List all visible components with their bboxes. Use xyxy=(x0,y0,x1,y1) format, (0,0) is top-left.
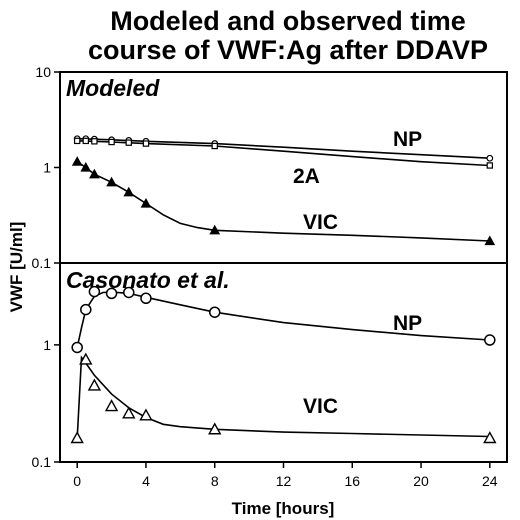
x-axis-title: Time [hours] xyxy=(232,499,335,518)
data-point-panel2-vic-7 xyxy=(483,431,497,444)
data-point-panel2-np-5 xyxy=(140,292,152,305)
data-point-panel2-vic-4 xyxy=(122,406,136,419)
x-tick-label-6: 24 xyxy=(482,473,498,489)
series-line-panel1-2a xyxy=(77,140,490,167)
chart-title-line-2: course of VWF:Ag after DDAVP xyxy=(88,35,488,65)
data-point-panel2-vic-1 xyxy=(79,352,93,365)
data-point-panel2-vic-3 xyxy=(104,399,119,412)
data-point-panel1-2a-0 xyxy=(73,137,81,145)
y-tick-label-panel1-0: 10 xyxy=(35,64,51,80)
data-point-panel1-2a-5 xyxy=(142,140,150,147)
y-tick-label-panel1-2: 0.1 xyxy=(32,255,52,271)
series-line-panel1-np xyxy=(77,138,490,159)
plot-layer: 10 1 0.1 NP 2A VIC 1 0.1 NP VIC 0 4 8 12 16 20 24 xyxy=(32,64,498,489)
data-point-panel1-vic-7 xyxy=(484,235,496,246)
chart-title-line-1: Modeled and observed time xyxy=(110,6,466,36)
series-label-panel1-np: NP xyxy=(393,128,422,151)
data-point-panel1-vic-6 xyxy=(209,224,221,235)
data-point-panel2-vic-2 xyxy=(87,378,102,391)
series-label-panel1-vic: VIC xyxy=(303,211,338,234)
x-tick-label-1: 4 xyxy=(142,473,150,489)
series-line-panel2-np xyxy=(76,291,490,348)
data-point-panel1-2a-3 xyxy=(108,138,115,146)
data-point-panel2-np-7 xyxy=(484,334,496,346)
data-point-panel1-np-7 xyxy=(486,154,494,162)
y-tick-label-panel2-0: 1 xyxy=(43,337,51,353)
data-point-panel1-vic-1 xyxy=(80,161,92,172)
y-tick-label-panel2-1: 0.1 xyxy=(32,454,52,470)
data-point-panel1-vic-5 xyxy=(140,197,152,208)
data-point-panel2-np-1 xyxy=(80,303,92,316)
data-point-panel2-np-6 xyxy=(208,306,221,318)
data-point-panel1-2a-7 xyxy=(486,162,494,169)
data-point-panel2-np-0 xyxy=(71,341,83,354)
data-point-panel2-np-3 xyxy=(105,287,118,300)
data-point-panel1-2a-1 xyxy=(82,137,89,145)
x-tick-label-0: 0 xyxy=(73,473,81,489)
series-label-panel1-2a: 2A xyxy=(293,165,320,188)
data-point-panel2-vic-5 xyxy=(139,408,153,421)
data-point-panel2-np-2 xyxy=(88,285,101,298)
data-point-panel1-vic-3 xyxy=(106,176,117,187)
series-label-panel2-np: NP xyxy=(393,312,422,335)
series-line-panel1-vic xyxy=(76,161,490,242)
panel-label-modeled: Modeled xyxy=(66,75,160,101)
x-tick-label-3: 12 xyxy=(276,473,292,489)
data-point-panel1-2a-6 xyxy=(211,142,218,150)
data-point-panel1-vic-2 xyxy=(89,168,100,179)
data-point-panel1-vic-0 xyxy=(71,156,83,166)
x-tick-label-5: 20 xyxy=(413,473,429,489)
series-line-panel2-vic xyxy=(76,355,490,439)
data-point-panel2-vic-6 xyxy=(208,422,222,435)
x-tick-label-4: 16 xyxy=(344,473,360,489)
x-tick-label-2: 8 xyxy=(211,473,219,489)
data-point-panel2-np-4 xyxy=(123,286,135,299)
y-axis-title: VWF [U/ml] xyxy=(7,222,26,313)
data-point-panel1-2a-2 xyxy=(91,138,98,145)
data-point-panel2-vic-0 xyxy=(70,431,84,444)
y-tick-label-panel1-1: 1 xyxy=(43,160,51,176)
data-point-panel1-vic-4 xyxy=(123,186,135,197)
series-label-panel2-vic: VIC xyxy=(303,395,338,418)
data-point-panel1-2a-4 xyxy=(125,139,132,146)
